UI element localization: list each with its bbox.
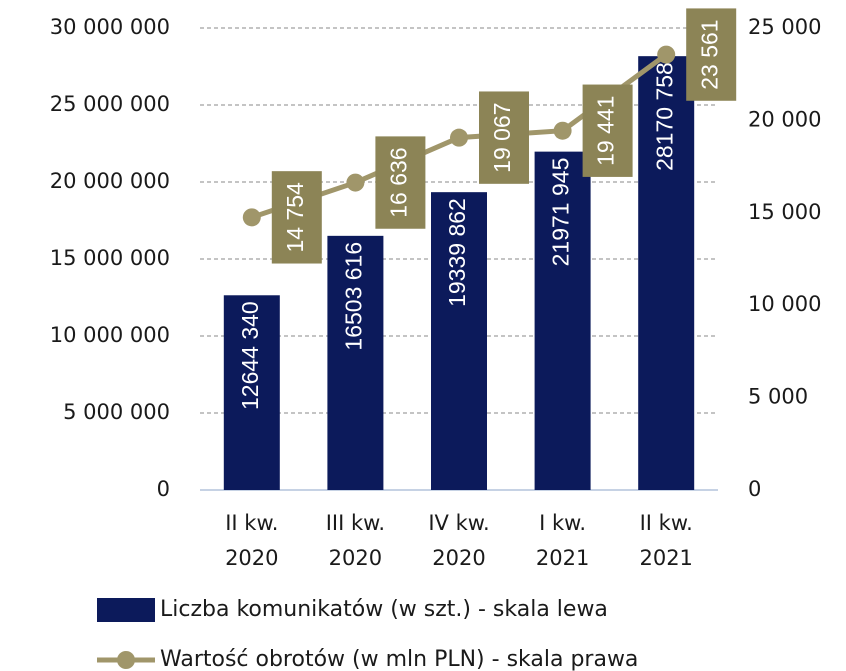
bar	[638, 56, 695, 491]
line-value-label-group: 23 561	[686, 8, 737, 101]
line-value-label: 19 441	[593, 96, 619, 166]
x-tick-label: IV kw.	[428, 511, 489, 535]
y-tick-label: 10 000 000	[50, 323, 170, 347]
bar-value-label: 19339 862	[444, 198, 470, 307]
line-value-label-group: 19 441	[582, 84, 633, 177]
line-value-label-box	[479, 91, 529, 184]
line-value-label-box	[582, 84, 633, 177]
line-value-label-box	[375, 136, 426, 229]
line-value-label-group: 14 754	[271, 171, 322, 264]
legend-swatch	[97, 598, 155, 622]
bar-value-label: 21971 945	[548, 158, 574, 267]
bar	[223, 295, 280, 490]
x-tick-label: II kw.	[225, 511, 278, 535]
bar-value-label: 12644 340	[237, 301, 263, 410]
bar-value-label: 28170 758	[651, 62, 677, 171]
x-tick-label: II kw.	[640, 511, 693, 535]
x-tick-label: III kw.	[326, 511, 385, 535]
bar	[431, 192, 487, 490]
line-marker	[657, 45, 676, 64]
y2-tick-label: 0	[748, 477, 761, 501]
x-tick-label: 2021	[639, 546, 692, 570]
line-value-label: 23 561	[696, 19, 722, 89]
y2-tick-label: 10 000	[748, 292, 821, 316]
line-marker	[553, 121, 572, 140]
y-tick-label: 0	[157, 477, 170, 501]
line-marker	[450, 128, 468, 147]
y2-tick-label: 25 000	[748, 15, 821, 39]
bar	[327, 235, 384, 490]
line-marker	[346, 173, 365, 192]
y2-tick-label: 15 000	[748, 200, 821, 224]
line-marker	[242, 208, 261, 227]
y2-tick-label: 5 000	[748, 385, 808, 409]
line-value-label-group: 19 067	[479, 91, 529, 184]
x-tick-label: 2020	[432, 546, 485, 570]
x-tick-label: 2020	[225, 546, 278, 570]
legend-marker	[117, 651, 135, 669]
y-tick-label: 5 000 000	[63, 400, 170, 424]
bar	[534, 151, 591, 490]
line-value-label-box	[271, 171, 322, 264]
x-tick-label: 2021	[536, 546, 589, 570]
line-value-label-group: 16 636	[375, 136, 426, 229]
line-value-label: 14 754	[282, 182, 308, 253]
line-value-label: 19 067	[489, 102, 515, 172]
y-tick-label: 15 000 000	[50, 246, 170, 270]
y-tick-label: 30 000 000	[50, 15, 170, 39]
y2-tick-label: 20 000	[748, 107, 821, 131]
bar-value-label: 16503 616	[340, 242, 366, 351]
legend-label: Wartość obrotów (w mln PLN) - skala praw…	[160, 647, 638, 671]
line-value-label-box	[686, 8, 737, 101]
x-tick-label: I kw.	[539, 511, 586, 535]
line-value-label: 16 636	[385, 147, 411, 217]
y-tick-label: 25 000 000	[50, 92, 170, 116]
legend-label: Liczba komunikatów (w szt.) - skala lewa	[160, 597, 608, 622]
x-tick-label: 2020	[329, 546, 382, 570]
y-tick-label: 20 000 000	[50, 169, 170, 193]
